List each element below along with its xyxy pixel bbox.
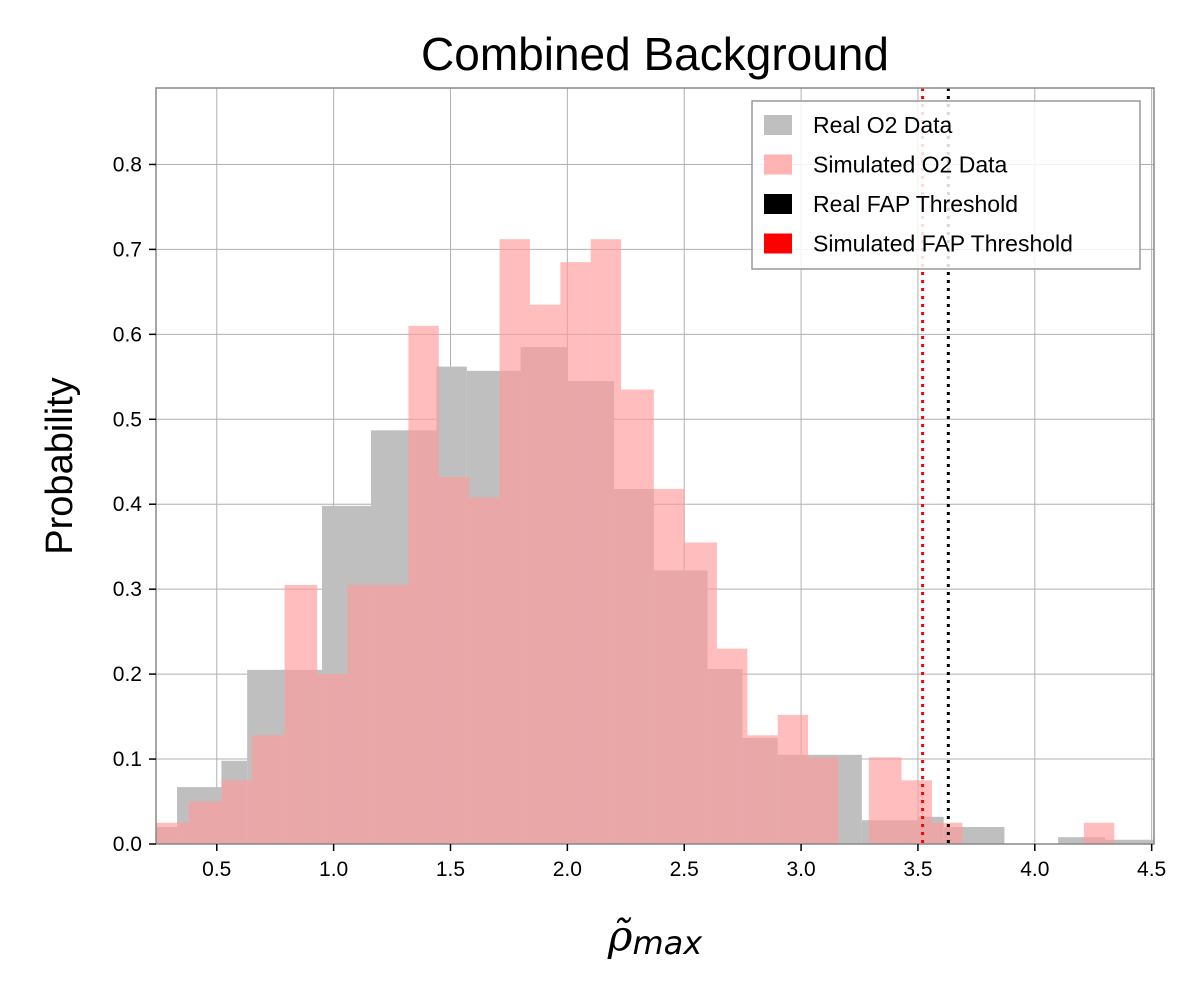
y-tick-label: 0.1	[113, 748, 142, 771]
simulated-data-bar	[284, 584, 318, 844]
simulated-data-bar	[808, 757, 839, 844]
simulated-data-bar	[469, 497, 500, 844]
y-tick-label: 0.7	[113, 238, 142, 261]
plot-frame	[155, 87, 1155, 845]
simulated-data-bar	[251, 735, 285, 844]
chart-title: Combined Background	[421, 28, 889, 80]
simulated-data-bar	[221, 780, 238, 844]
legend-swatch	[764, 154, 792, 175]
simulated-data-bar	[156, 822, 173, 844]
simulated-data-bar	[438, 477, 470, 844]
legend-swatch	[764, 194, 792, 214]
simulated-data-bar	[901, 780, 932, 844]
y-tick-label: 0.5	[113, 408, 142, 431]
simulated-data-bar	[716, 648, 748, 844]
x-tick-label: 4.5	[1137, 858, 1166, 881]
axis-ticks: 0.5 1.0 1.5 2.0 2.5 3.0 3.5 4.0 4.5 0.0 0.1 0.2 0.3 0…	[113, 153, 1166, 881]
simulated-data-bar	[499, 239, 530, 844]
legend-label: Real O2 Data	[813, 112, 953, 138]
simulated-data-bar	[868, 757, 902, 844]
simulated-data-bar	[237, 780, 252, 844]
x-tick-label: 4.0	[1020, 858, 1049, 881]
y-axis-label: Probability	[39, 377, 81, 554]
x-tick-label: 2.0	[553, 858, 582, 881]
simulated-data-bar	[380, 584, 409, 844]
threshold-lines	[921, 88, 950, 844]
y-tick-label: 0.6	[113, 323, 142, 346]
simulated-data-bar	[529, 304, 561, 844]
legend-box	[751, 100, 1141, 270]
legend-swatch	[764, 233, 792, 254]
x-axis-label-subscript: max	[632, 924, 703, 962]
real-data-bar	[1104, 839, 1154, 844]
y-tick-label: 0.4	[113, 493, 143, 516]
simulated-data-bar	[1083, 822, 1115, 844]
x-tick-label: 1.0	[319, 858, 348, 881]
x-tick-label: 0.5	[202, 858, 231, 881]
simulated-data-bar	[172, 822, 189, 844]
y-tick-label: 0.0	[113, 833, 142, 856]
simulated-data-bar	[747, 735, 778, 844]
real-data-bar	[838, 754, 862, 844]
x-tick-label: 3.0	[786, 858, 815, 881]
simulated-data-bar	[188, 801, 222, 844]
simulated-data-bar	[590, 239, 622, 844]
simulated-data-bar	[621, 389, 654, 844]
simulated-data-bar	[560, 262, 591, 844]
simulated-data-bar	[777, 714, 809, 844]
legend-label: Simulated O2 Data	[813, 152, 1008, 178]
simulated-data-bar	[347, 584, 381, 844]
simulated-data-bar	[684, 542, 717, 844]
histogram-bars	[156, 239, 1154, 845]
legend-label: Simulated FAP Threshold	[813, 231, 1073, 257]
x-axis-label-symbol: ρ̃	[607, 911, 633, 960]
real-data-bar	[1058, 837, 1105, 844]
y-tick-label: 0.3	[113, 578, 142, 601]
y-tick-label: 0.8	[113, 153, 142, 176]
x-tick-label: 3.5	[903, 858, 932, 881]
simulated-data-bar	[317, 674, 348, 844]
simulated-data-bar	[408, 325, 439, 845]
y-tick-label: 0.2	[113, 663, 142, 686]
x-tick-label: 2.5	[670, 858, 699, 881]
legend-label: Real FAP Threshold	[813, 191, 1018, 217]
x-tick-label: 1.5	[436, 858, 465, 881]
simulated-data-bar	[653, 488, 685, 844]
legend: Real O2 Data Simulated O2 Data Real FAP Th…	[751, 100, 1141, 270]
x-axis-label: ρ̃max	[607, 911, 703, 962]
legend-swatch	[764, 115, 792, 135]
